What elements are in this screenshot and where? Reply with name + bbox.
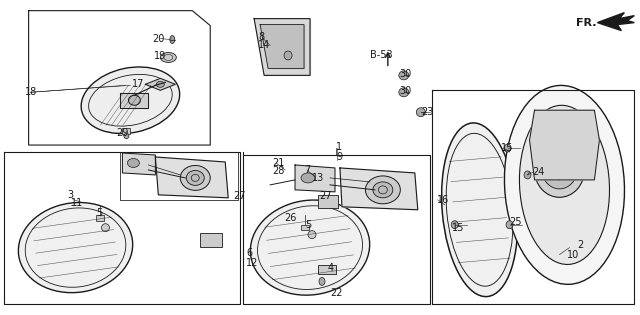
Text: 6: 6 [246,248,252,258]
Text: 14: 14 [258,39,270,49]
Ellipse shape [81,67,180,134]
Text: 27: 27 [319,191,332,201]
Ellipse shape [504,144,511,152]
Text: 13: 13 [312,173,324,183]
Text: 29: 29 [116,128,129,138]
Ellipse shape [399,88,409,97]
Text: 27: 27 [233,191,246,201]
Polygon shape [156,157,228,198]
Ellipse shape [170,36,175,43]
FancyBboxPatch shape [200,233,222,247]
Polygon shape [529,110,600,180]
Ellipse shape [129,95,140,105]
Text: B-53: B-53 [370,50,392,60]
Text: FR.: FR. [577,18,597,28]
Text: 10: 10 [566,249,579,260]
Ellipse shape [284,51,292,60]
Text: 22: 22 [330,289,342,298]
Text: 16: 16 [436,195,449,205]
Text: 24: 24 [532,167,545,177]
Ellipse shape [416,108,425,117]
Text: 9: 9 [336,152,342,162]
Text: 4: 4 [328,262,334,272]
Ellipse shape [127,158,140,168]
Ellipse shape [180,165,210,190]
Ellipse shape [102,224,109,232]
Ellipse shape [542,151,577,189]
Text: 1: 1 [336,142,342,152]
Polygon shape [254,19,310,75]
Ellipse shape [504,85,625,284]
Ellipse shape [365,176,401,204]
Text: 20: 20 [152,33,164,43]
Text: 7: 7 [304,165,310,175]
Ellipse shape [399,71,409,80]
Text: 2: 2 [577,240,584,249]
FancyBboxPatch shape [301,225,309,230]
Polygon shape [597,13,634,31]
Text: 25: 25 [509,217,522,227]
Polygon shape [122,153,156,175]
Ellipse shape [520,105,609,265]
Text: 15: 15 [452,223,464,233]
Text: 30: 30 [399,69,411,79]
Text: 3: 3 [68,190,74,200]
Ellipse shape [124,134,129,139]
Polygon shape [120,93,148,108]
Ellipse shape [534,143,584,197]
Text: 17: 17 [132,79,145,89]
Text: 15: 15 [500,143,513,153]
Ellipse shape [506,221,513,229]
Text: 28: 28 [272,166,284,176]
Text: 12: 12 [246,258,259,267]
Ellipse shape [19,203,132,293]
Ellipse shape [319,278,325,285]
Ellipse shape [250,200,370,295]
Text: 23: 23 [420,107,433,117]
FancyBboxPatch shape [122,128,131,134]
Ellipse shape [373,182,393,198]
Text: 26: 26 [284,213,296,223]
FancyBboxPatch shape [97,215,104,221]
Text: 11: 11 [70,198,83,208]
Text: 5: 5 [305,220,311,230]
FancyBboxPatch shape [318,195,338,208]
Text: 30: 30 [399,86,411,96]
Polygon shape [340,168,418,210]
Text: 5: 5 [97,208,103,218]
Ellipse shape [442,123,518,297]
Ellipse shape [301,173,315,183]
Ellipse shape [161,53,176,62]
Polygon shape [145,78,175,90]
Ellipse shape [186,170,204,185]
Ellipse shape [308,231,316,239]
Ellipse shape [524,171,531,179]
Text: 21: 21 [272,158,284,168]
Text: 8: 8 [258,32,264,42]
FancyBboxPatch shape [318,265,336,274]
Text: 18: 18 [25,87,37,97]
Ellipse shape [156,81,164,87]
Text: 19: 19 [154,51,166,61]
Polygon shape [260,25,304,68]
Polygon shape [295,165,335,192]
Ellipse shape [451,221,458,229]
